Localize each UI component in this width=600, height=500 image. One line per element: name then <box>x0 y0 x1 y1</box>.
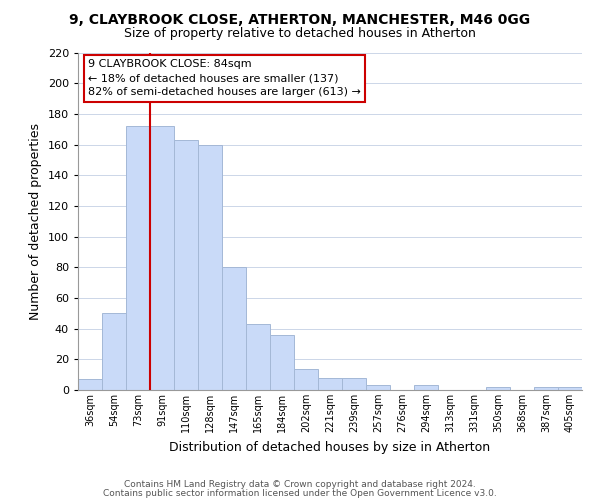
Bar <box>486 387 510 390</box>
Bar <box>366 386 390 390</box>
Bar <box>342 378 366 390</box>
Bar <box>126 126 150 390</box>
Text: 9 CLAYBROOK CLOSE: 84sqm
← 18% of detached houses are smaller (137)
82% of semi-: 9 CLAYBROOK CLOSE: 84sqm ← 18% of detach… <box>88 59 361 97</box>
Text: Size of property relative to detached houses in Atherton: Size of property relative to detached ho… <box>124 28 476 40</box>
Bar <box>174 140 198 390</box>
Y-axis label: Number of detached properties: Number of detached properties <box>29 122 42 320</box>
Bar <box>198 144 222 390</box>
Bar <box>318 378 342 390</box>
Text: 9, CLAYBROOK CLOSE, ATHERTON, MANCHESTER, M46 0GG: 9, CLAYBROOK CLOSE, ATHERTON, MANCHESTER… <box>70 12 530 26</box>
Bar <box>294 368 318 390</box>
Bar <box>534 387 558 390</box>
Bar <box>270 335 294 390</box>
Bar <box>78 380 102 390</box>
Bar <box>150 126 174 390</box>
Text: Contains public sector information licensed under the Open Government Licence v3: Contains public sector information licen… <box>103 489 497 498</box>
X-axis label: Distribution of detached houses by size in Atherton: Distribution of detached houses by size … <box>169 440 491 454</box>
Bar <box>414 386 438 390</box>
Bar <box>246 324 270 390</box>
Bar <box>558 387 582 390</box>
Text: Contains HM Land Registry data © Crown copyright and database right 2024.: Contains HM Land Registry data © Crown c… <box>124 480 476 489</box>
Bar <box>102 314 126 390</box>
Bar <box>222 268 246 390</box>
